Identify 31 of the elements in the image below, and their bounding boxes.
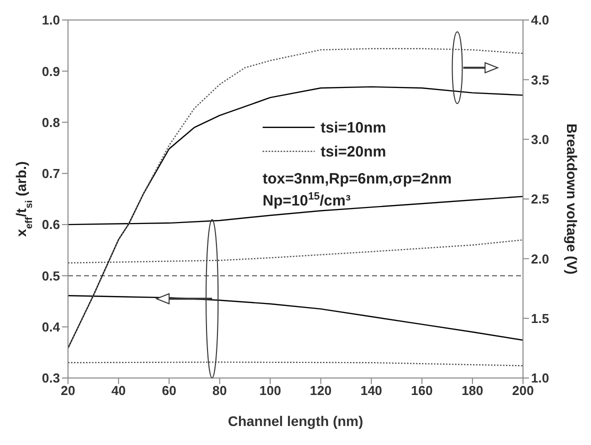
x-axis-title: Channel length (nm) (228, 413, 364, 429)
y2-tick-label: 1.5 (531, 310, 550, 326)
y-tick-label: 0.9 (42, 64, 60, 79)
y2-tick-label: 1.0 (531, 370, 550, 386)
y-tick-label: 0.3 (42, 370, 60, 386)
y2-tick-label: 2.0 (531, 251, 550, 266)
y2-tick-label: 3.0 (531, 132, 550, 147)
x-tick-label: 40 (111, 383, 126, 398)
x-tick-label: 160 (411, 383, 433, 398)
x-tick-label: 200 (512, 383, 534, 398)
x-tick-label: 120 (310, 383, 332, 398)
y-tick-label: 0.4 (42, 319, 61, 334)
x-tick-label: 100 (259, 383, 282, 398)
legend-label: tsi=10nm (320, 119, 386, 136)
y2-tick-label: 2.5 (531, 192, 550, 207)
y-tick-label: 0.8 (42, 114, 60, 130)
x-tick-label: 20 (60, 383, 76, 398)
y2-tick-label: 3.5 (531, 72, 550, 88)
y2-tick-label: 4.0 (531, 12, 550, 28)
y-tick-label: 0.5 (42, 268, 60, 284)
legend-label: tsi=20nm (320, 143, 386, 160)
y-tick-label: 0.6 (42, 217, 60, 232)
x-tick-label: 180 (462, 383, 484, 398)
annotation: Np=10$^{15}$/cm³ (262, 190, 351, 210)
x-tick-label: 60 (162, 383, 176, 398)
annotation: tox=3nm,Rp=6nm,σp=2nm (262, 170, 452, 188)
x-tick-label: 140 (360, 383, 382, 398)
y2-axis-title: Breakdown voltage (V) (564, 124, 580, 274)
x-tick-label: 80 (212, 383, 227, 398)
y-tick-label: 0.7 (42, 166, 60, 182)
y-tick-label: 1.0 (42, 12, 60, 28)
